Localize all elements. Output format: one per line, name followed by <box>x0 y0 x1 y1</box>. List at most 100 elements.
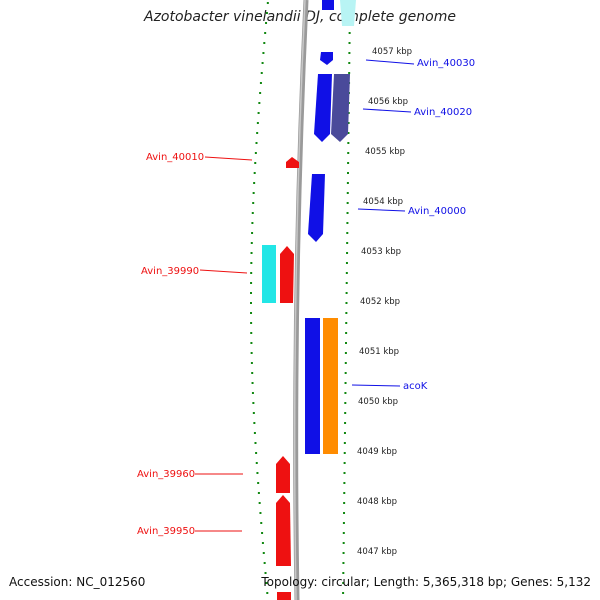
gene-avin-40000[interactable] <box>308 174 325 242</box>
outer-ring-tick <box>345 342 348 344</box>
gene-feature-bottom-red[interactable] <box>277 592 291 600</box>
scale-tick-label: 4056 kbp <box>368 97 408 107</box>
inner-ring-tick <box>250 352 253 354</box>
inner-ring-tick <box>256 472 259 474</box>
inner-ring-tick <box>263 42 266 44</box>
inner-ring-tick <box>253 432 256 434</box>
gene-feature-top-cyan[interactable] <box>340 0 356 26</box>
scale-tick-label: 4052 kbp <box>360 297 400 307</box>
outer-ring-tick <box>346 242 349 244</box>
scale-tick-label: 4048 kbp <box>357 497 397 507</box>
gene-label-avin-40000[interactable]: Avin_40000 <box>408 206 466 217</box>
inner-ring-tick <box>266 2 269 4</box>
inner-ring-tick <box>250 282 253 284</box>
inner-ring-tick <box>257 492 260 494</box>
gene-avin-40010[interactable] <box>286 157 299 168</box>
outer-ring-tick <box>347 162 350 164</box>
outer-ring-tick <box>343 462 346 464</box>
inner-ring-tick <box>262 52 265 54</box>
inner-ring-tick <box>256 132 259 134</box>
outer-ring-tick <box>344 402 347 404</box>
outer-ring-tick <box>344 412 347 414</box>
outer-ring-tick <box>346 252 349 254</box>
inner-ring-tick <box>251 372 254 374</box>
outer-ring-tick <box>344 362 347 364</box>
inner-ring-tick <box>250 312 253 314</box>
inner-ring-tick <box>259 512 262 514</box>
inner-ring-tick <box>250 302 253 304</box>
outer-ring-tick <box>348 62 351 64</box>
inner-ring-tick <box>255 142 258 144</box>
inner-ring-tick <box>261 542 264 544</box>
gene-acok[interactable] <box>305 318 320 454</box>
gene-label-avin-39960[interactable]: Avin_39960 <box>137 469 195 480</box>
outer-ring-tick <box>345 282 348 284</box>
inner-ring-tick <box>255 462 258 464</box>
gene-avin-40020[interactable] <box>314 74 332 142</box>
outer-ring-tick <box>348 42 351 44</box>
scale-tick-label: 4057 kbp <box>372 47 412 57</box>
gene-avin-39950[interactable] <box>276 495 291 566</box>
inner-ring-tick <box>251 382 254 384</box>
gene-feature-orange[interactable] <box>323 318 338 454</box>
inner-tick-ring <box>250 2 269 594</box>
inner-ring-tick <box>250 252 253 254</box>
inner-ring-tick <box>259 92 262 94</box>
inner-ring-tick <box>257 482 260 484</box>
outer-ring-tick <box>347 142 350 144</box>
accession-text: Accession: NC_012560 <box>9 575 146 589</box>
map-title: Azotobacter vinelandii DJ, complete geno… <box>144 9 456 25</box>
inner-ring-tick <box>251 392 254 394</box>
inner-ring-tick <box>254 152 257 154</box>
outer-ring-tick <box>342 532 345 534</box>
inner-ring-tick <box>251 222 254 224</box>
gene-feature-top-blue[interactable] <box>322 0 334 10</box>
gene-feature-cyan[interactable] <box>262 245 276 303</box>
gene-avin-40030[interactable] <box>320 52 333 65</box>
genome-backbone-highlight <box>293 0 306 600</box>
gene-label-leaders <box>195 59 415 532</box>
scale-tick-label: 4053 kbp <box>361 247 401 257</box>
inner-ring-tick <box>260 72 263 74</box>
inner-ring-tick <box>258 102 261 104</box>
gene-avin-39960[interactable] <box>276 456 290 493</box>
inner-ring-tick <box>253 172 256 174</box>
gene-label-avin-40010[interactable]: Avin_40010 <box>146 152 204 163</box>
inner-ring-tick <box>258 502 261 504</box>
outer-ring-tick <box>344 352 347 354</box>
outer-ring-tick <box>346 232 349 234</box>
outer-ring-tick <box>343 482 346 484</box>
outer-ring-tick <box>346 172 349 174</box>
gene-label-avin-39990[interactable]: Avin_39990 <box>141 266 199 277</box>
outer-ring-tick <box>345 272 348 274</box>
gene-feature-purple[interactable] <box>331 74 350 142</box>
inner-ring-tick <box>257 112 260 114</box>
inner-ring-tick <box>260 522 263 524</box>
outer-ring-tick <box>342 542 345 544</box>
inner-ring-tick <box>250 322 253 324</box>
outer-ring-tick <box>345 302 348 304</box>
gene-avin-39990[interactable] <box>280 246 294 303</box>
gene-label-avin-40030[interactable]: Avin_40030 <box>417 58 475 69</box>
gene-label-acok[interactable]: acoK <box>403 381 428 392</box>
outer-ring-tick <box>344 372 347 374</box>
inner-ring-tick <box>255 452 258 454</box>
inner-ring-tick <box>250 262 253 264</box>
gene-label-avin-40020[interactable]: Avin_40020 <box>414 107 472 118</box>
outer-ring-tick <box>342 592 345 594</box>
inner-ring-tick <box>261 62 264 64</box>
inner-ring-tick <box>252 412 255 414</box>
inner-ring-tick <box>252 202 255 204</box>
scale-tick-label: 4054 kbp <box>363 197 403 207</box>
outer-ring-tick <box>345 292 348 294</box>
gene-label-avin-39950[interactable]: Avin_39950 <box>137 526 195 537</box>
scale-tick-label: 4050 kbp <box>358 397 398 407</box>
outer-ring-tick <box>347 122 350 124</box>
inner-ring-tick <box>264 32 267 34</box>
outer-ring-tick <box>342 572 345 574</box>
inner-ring-tick <box>254 442 257 444</box>
outer-ring-tick <box>342 582 345 584</box>
genome-summary-text: Topology: circular; Length: 5,365,318 bp… <box>261 575 591 589</box>
outer-ring-tick <box>346 202 349 204</box>
